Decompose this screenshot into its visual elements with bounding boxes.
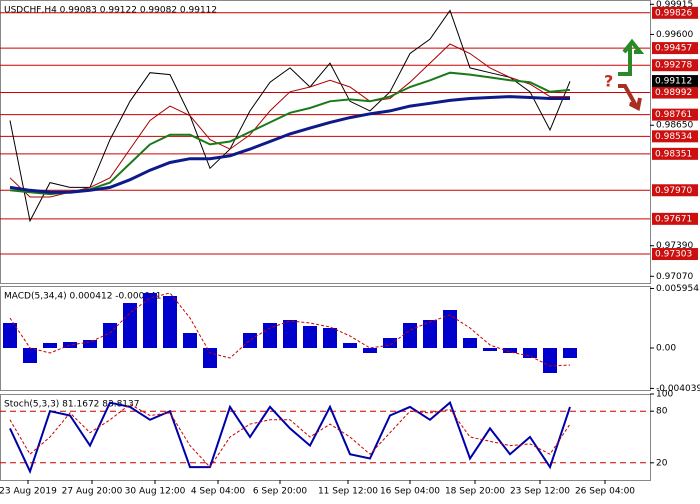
y-tick-label: 0.005954 bbox=[656, 284, 699, 294]
macd-bar bbox=[263, 323, 277, 348]
x-tick-label: 4 Sep 04:00 bbox=[191, 487, 246, 497]
y-tick-label: 0.00 bbox=[656, 344, 676, 354]
last-price-bg bbox=[652, 75, 698, 88]
macd-bar bbox=[403, 323, 417, 348]
level-label: 0.98761 bbox=[655, 110, 692, 120]
level-label: 0.99457 bbox=[655, 44, 692, 54]
x-tick-label: 26 Sep 04:00 bbox=[575, 487, 635, 497]
macd-bar bbox=[203, 348, 217, 368]
x-tick-label: 23 Aug 2019 bbox=[0, 487, 57, 497]
y-tick-label: 0.99915 bbox=[656, 0, 693, 10]
macd-bar bbox=[183, 333, 197, 348]
macd-bar bbox=[443, 310, 457, 348]
level-label: 0.99278 bbox=[655, 61, 692, 71]
series-line bbox=[9, 71, 571, 196]
signal-arrows bbox=[618, 38, 645, 111]
level-label: 0.98992 bbox=[655, 88, 692, 98]
y-tick-label: 0.97390 bbox=[656, 241, 693, 251]
y-tick-label: 0.98650 bbox=[656, 121, 693, 131]
level-label-bg bbox=[652, 130, 698, 143]
up-arrow bbox=[618, 38, 645, 76]
series-line bbox=[9, 9, 571, 223]
y-tick-label: 20 bbox=[656, 458, 668, 468]
level-label: 0.97671 bbox=[655, 214, 692, 224]
level-label: 0.97970 bbox=[655, 186, 692, 196]
y-tick-label: -0.004039 bbox=[656, 384, 700, 394]
level-label-bg bbox=[652, 59, 698, 72]
macd-bar bbox=[3, 323, 17, 348]
y-tick-label: 80 bbox=[656, 407, 668, 417]
panel-frame bbox=[0, 394, 651, 481]
macd-bar bbox=[143, 293, 157, 348]
macd-bar bbox=[543, 348, 557, 373]
series-line bbox=[9, 400, 571, 475]
series-line bbox=[9, 403, 571, 468]
macd-bar bbox=[383, 338, 397, 348]
x-tick-label: 11 Sep 12:00 bbox=[318, 487, 378, 497]
macd-bar bbox=[303, 326, 317, 348]
level-label-bg bbox=[652, 212, 698, 225]
level-label: 0.97303 bbox=[655, 250, 692, 260]
macd-bar bbox=[243, 333, 257, 348]
x-tick-label: 16 Sep 04:00 bbox=[380, 487, 440, 497]
level-label: 0.98351 bbox=[655, 149, 692, 159]
macd-bar bbox=[363, 348, 377, 353]
macd-bar bbox=[83, 340, 97, 348]
level-label-bg bbox=[652, 248, 698, 261]
macd-bar bbox=[423, 320, 437, 348]
down-arrow bbox=[618, 84, 642, 111]
x-tick-label: 6 Sep 20:00 bbox=[253, 487, 308, 497]
x-tick-label: 30 Aug 12:00 bbox=[125, 487, 186, 497]
macd-bar bbox=[23, 348, 37, 363]
macd-bar bbox=[523, 348, 537, 358]
macd-bar bbox=[283, 320, 297, 348]
macd-bar bbox=[503, 348, 517, 353]
level-label-bg bbox=[652, 6, 698, 19]
y-tick-label: 100 bbox=[656, 390, 673, 400]
macd-bar bbox=[103, 323, 117, 348]
macd-bar bbox=[343, 343, 357, 348]
macd-bar bbox=[163, 296, 177, 348]
macd-bar bbox=[563, 348, 577, 358]
macd-bar bbox=[483, 348, 497, 351]
x-tick-label: 18 Sep 20:00 bbox=[445, 487, 505, 497]
macd-bar bbox=[63, 342, 77, 348]
panel-title: MACD(5,34,4) 0.000412 -0.000041 bbox=[4, 292, 161, 302]
level-label: 0.98534 bbox=[655, 132, 692, 142]
series-line bbox=[9, 43, 570, 198]
level-label-bg bbox=[652, 108, 698, 121]
panel-title: USDCHF,H4 0.99083 0.99122 0.99082 0.9911… bbox=[4, 6, 217, 16]
macd-bar bbox=[323, 328, 337, 348]
level-label-bg bbox=[652, 42, 698, 55]
panel-title: Stoch(5,3,3) 81.1672 83.8137 bbox=[4, 400, 139, 410]
series-line bbox=[9, 95, 570, 194]
macd-bar bbox=[463, 338, 477, 348]
level-label: 0.99826 bbox=[655, 8, 692, 18]
annotation: ? bbox=[604, 72, 613, 91]
level-label-bg bbox=[652, 147, 698, 160]
x-tick-label: 27 Aug 20:00 bbox=[62, 487, 123, 497]
y-tick-label: 0.97070 bbox=[656, 272, 693, 282]
x-tick-label: 23 Sep 12:00 bbox=[510, 487, 570, 497]
macd-bar bbox=[43, 343, 57, 348]
level-label-bg bbox=[652, 184, 698, 197]
macd-bar bbox=[123, 303, 137, 348]
last-price-label: 0.99112 bbox=[655, 77, 692, 87]
level-label-bg bbox=[652, 86, 698, 99]
panel-frame bbox=[0, 286, 651, 391]
panel-frame bbox=[0, 0, 651, 284]
y-tick-label: 0.99600 bbox=[656, 30, 693, 40]
